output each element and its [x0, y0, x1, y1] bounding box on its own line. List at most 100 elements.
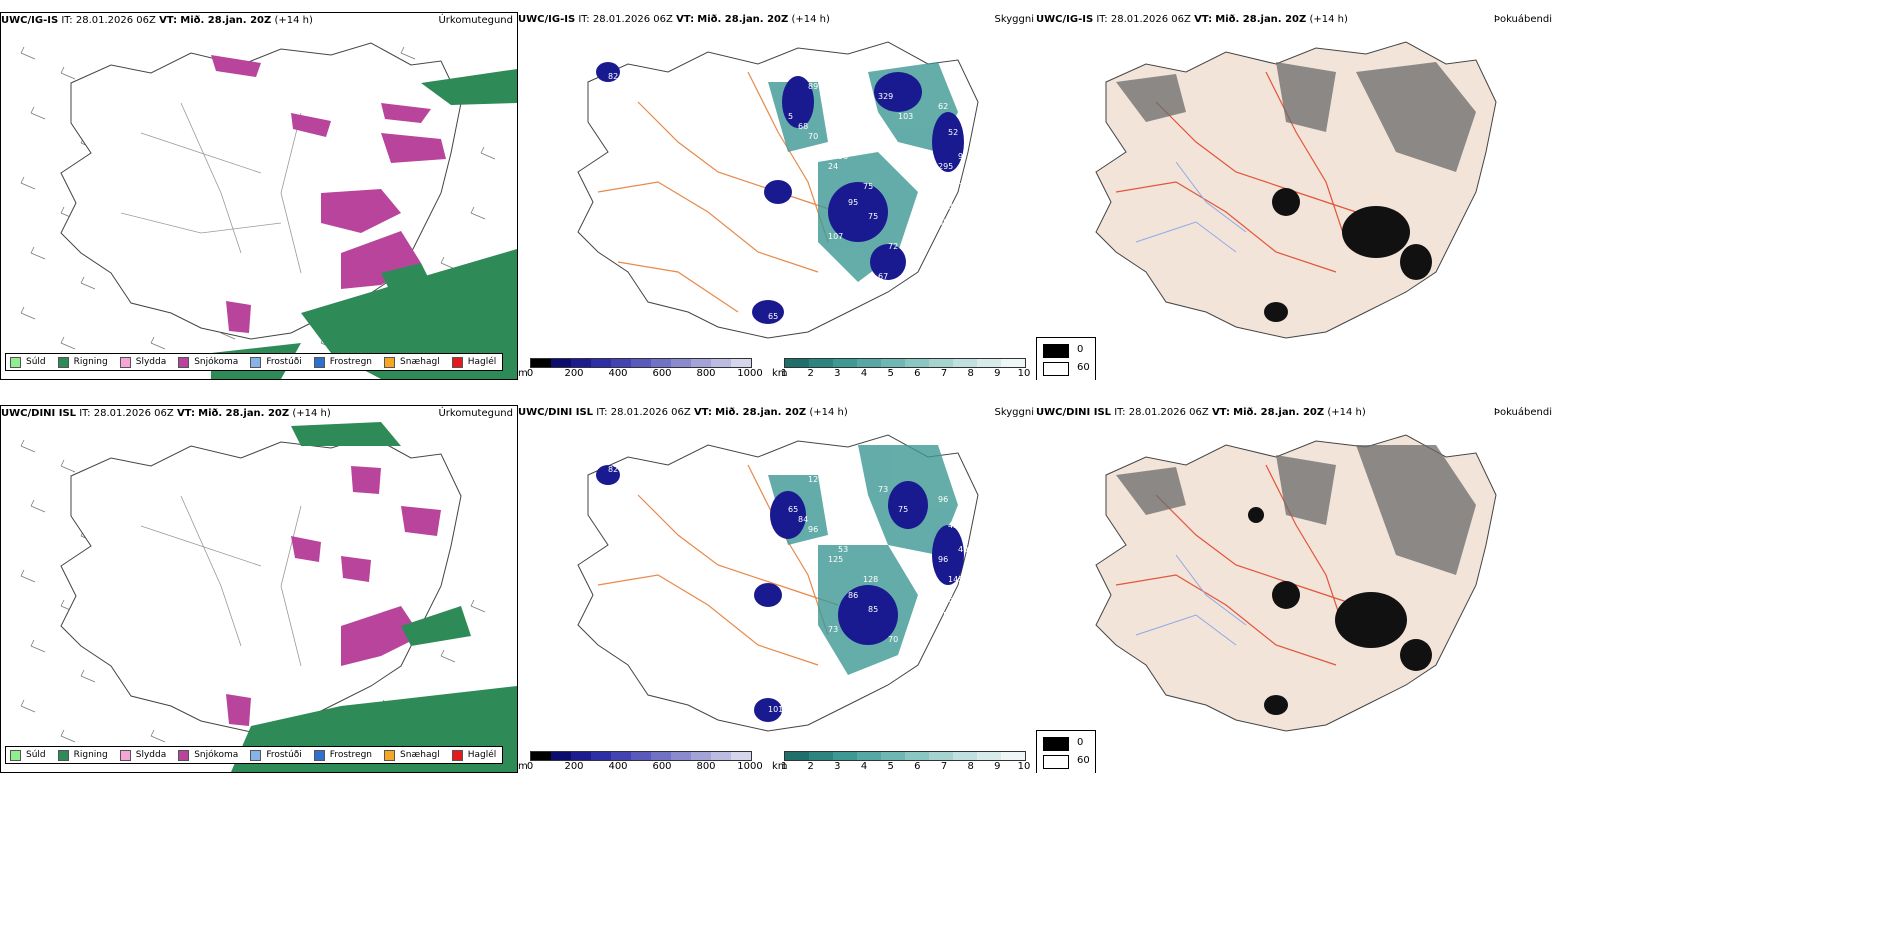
- fog-panel-bottom: UWC/DINI ISL IT: 28.01.2026 06Z VT: Mið.…: [1036, 405, 1556, 773]
- cloud-base-value: 136: [958, 222, 974, 231]
- colorbar-tick: 600: [652, 368, 672, 379]
- panel-header: UWC/IG-IS IT: 28.01.2026 06Z VT: Mið. 28…: [1, 15, 313, 26]
- cloud-base-value: 67: [798, 242, 809, 251]
- cloud-base-value: 82: [608, 72, 619, 81]
- cloud-base-value: 103: [918, 615, 934, 624]
- cloud-base-value: 5: [788, 112, 794, 121]
- fog-legend: 0 60: [1036, 730, 1096, 773]
- colorbar-tick: 10: [1017, 368, 1031, 379]
- valid-time-label: VT:: [159, 15, 178, 26]
- cloud-base-value: 81: [948, 202, 959, 211]
- colorbar-cell: [833, 359, 857, 367]
- cloud-base-value: 295: [938, 162, 954, 171]
- visibility-colorbar: km 1 2 3 4 5 6 7 8 9 10: [772, 751, 1036, 773]
- cloud-base-value: 96: [938, 555, 949, 564]
- cloud-base-value: 82: [638, 112, 649, 121]
- cloud-base-value: 2: [938, 262, 944, 271]
- colorbar-tick: 2: [807, 761, 814, 772]
- panel-header: UWC/DINI ISL IT: 28.01.2026 06Z VT: Mið.…: [1036, 407, 1366, 418]
- colorbar-tick: 0: [526, 368, 534, 379]
- colorbar-tick: 3: [834, 368, 841, 379]
- colorbar-tick: 9: [994, 368, 1001, 379]
- cloud-base-value: 70: [808, 132, 819, 141]
- cloud-base-colorbar: m 0 200 400 600 800 1000: [518, 751, 768, 773]
- cloud-base-value: 73: [878, 485, 889, 494]
- colorbar-cell: [711, 752, 731, 760]
- colorbar-tick: 400: [608, 368, 628, 379]
- cloud-base-value: 24: [828, 162, 839, 171]
- colorbar-cell: [731, 752, 751, 760]
- fog-panel-top: UWC/IG-IS IT: 28.01.2026 06Z VT: Mið. 28…: [1036, 12, 1556, 380]
- cloud-base-value: 126: [798, 635, 814, 644]
- colorbar-tick: 6: [914, 368, 921, 379]
- colorbar-tick: 200: [564, 368, 584, 379]
- cloud-base-value: 16: [948, 645, 959, 654]
- fog-title: Þokuábendi: [1493, 14, 1552, 25]
- colorbar-tick: 5: [887, 368, 894, 379]
- colorbar-tick: 600: [652, 761, 672, 772]
- colorbar-tick: 2: [807, 368, 814, 379]
- cloud-base-value: 226: [848, 142, 864, 151]
- precip-title: Úrkomutegund: [438, 408, 513, 419]
- cloud-base-value: 4: [948, 252, 954, 261]
- cloud-base-value: 75: [868, 212, 879, 221]
- cloud-base-value: 96: [938, 495, 949, 504]
- cloud-panel-bottom: UWC/DINI ISL IT: 28.01.2026 06Z VT: Mið.…: [518, 405, 1036, 773]
- colorbar-tick: 800: [696, 761, 716, 772]
- cloud-base-value: 145: [948, 575, 964, 584]
- colorbar-cell: [691, 359, 711, 367]
- colorbar-cell: [611, 359, 631, 367]
- colorbar-cell: [977, 359, 1001, 367]
- colorbar-cell: [785, 752, 809, 760]
- colorbar-cell: [809, 752, 833, 760]
- cloud-base-value: 95: [848, 198, 859, 207]
- legend-item-snow: Snjókoma: [178, 356, 238, 368]
- colorbar-cell: [731, 359, 751, 367]
- legend-item-sleet: Slydda: [119, 356, 166, 368]
- legend-item-freezing-drizzle: Frostúði: [250, 356, 302, 368]
- cloud-base-colorbar: m 0 200 400 600 800 1000: [518, 358, 768, 380]
- cloud-base-value: 88: [938, 218, 949, 227]
- cloud-title: Skyggni: [994, 14, 1034, 25]
- colorbar-tick: 9: [994, 761, 1001, 772]
- colorbar-cell: [571, 359, 591, 367]
- colorbar-cell: [611, 752, 631, 760]
- precip-panel-top: UWC/IG-IS IT: 28.01.2026 06Z VT: Mið. 28…: [0, 12, 518, 380]
- colorbar-cell: [833, 752, 857, 760]
- cloud-base-value: 34: [778, 322, 789, 331]
- panel-header: UWC/IG-IS IT: 28.01.2026 06Z VT: Mið. 28…: [1036, 14, 1348, 25]
- cloud-value-labels: 82 05 82 89 329 103 62 52 5 68 70 226 75 50 24 295 237 81…: [518, 12, 1036, 380]
- legend-item-hail: Haglél: [451, 356, 496, 368]
- colorbar-cell: [651, 752, 671, 760]
- cloud-base-value: 107: [828, 232, 844, 241]
- cloud-base-value: 15: [808, 212, 819, 221]
- cloud-base-value: 68: [798, 122, 809, 131]
- colorbar-cell: [857, 359, 881, 367]
- colorbar-tick: 200: [564, 761, 584, 772]
- colorbar-cell: [929, 359, 953, 367]
- cloud-base-value: 05: [606, 102, 617, 111]
- cloud-base-value: 72: [888, 242, 899, 251]
- cloud-base-value: 86: [848, 591, 859, 600]
- cloud-base-value: 96: [808, 525, 819, 534]
- fog-legend: 0 60: [1036, 337, 1096, 380]
- cloud-map: [577, 41, 979, 339]
- colorbar-tick: 1000: [737, 368, 763, 379]
- cloud-base-value: 87: [958, 615, 969, 624]
- cloud-base-value: 9: [958, 152, 964, 161]
- colorbar-cell: [631, 752, 651, 760]
- cloud-base-value: 75: [938, 611, 949, 620]
- model-name: UWC/IG-IS: [1, 15, 59, 26]
- cloud-base-value: 52: [948, 128, 959, 137]
- panel-header: UWC/DINI ISL IT: 28.01.2026 06Z VT: Mið.…: [1, 408, 331, 419]
- cloud-base-value: 128: [863, 575, 879, 584]
- precip-title: Úrkomutegund: [438, 15, 513, 26]
- colorbar-cell: [691, 752, 711, 760]
- cloud-base-value: 65: [768, 312, 779, 321]
- cloud-base-value: 53: [838, 545, 849, 554]
- cloud-base-value: 84: [798, 515, 809, 524]
- colorbar-tick: 7: [940, 368, 948, 379]
- precip-panel-bottom: UWC/DINI ISL IT: 28.01.2026 06Z VT: Mið.…: [0, 405, 518, 773]
- colorbar-cell: [809, 359, 833, 367]
- colorbar-cell: [1001, 752, 1025, 760]
